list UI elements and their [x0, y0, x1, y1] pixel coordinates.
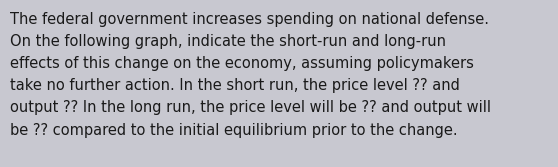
Text: The federal government increases spending on national defense.
On the following : The federal government increases spendin… — [10, 12, 491, 138]
